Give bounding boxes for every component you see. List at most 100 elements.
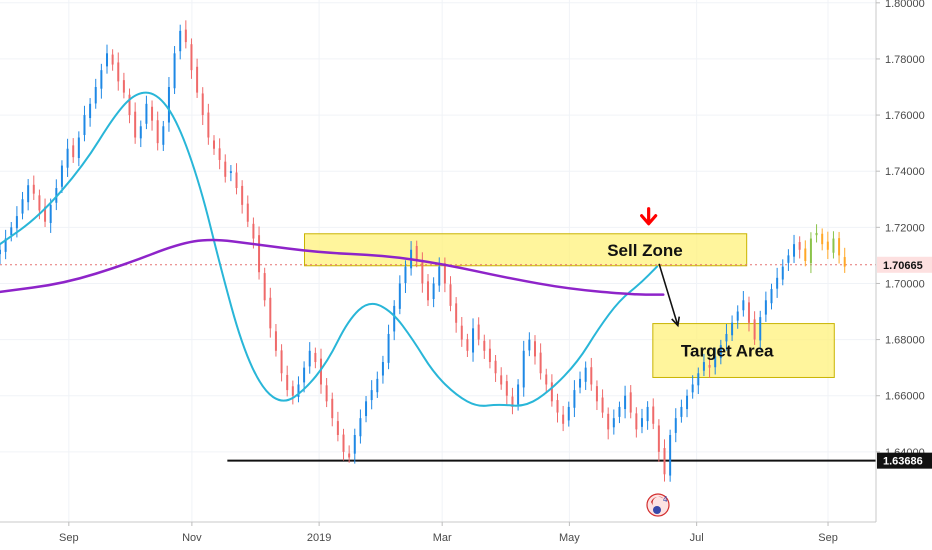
candle-body xyxy=(207,112,210,138)
candle-body xyxy=(618,406,621,417)
candle-body xyxy=(505,381,508,396)
candle-body xyxy=(590,367,593,385)
candle-body xyxy=(646,406,649,422)
candle-body xyxy=(635,413,638,430)
candle-body xyxy=(511,396,514,407)
candle-body xyxy=(562,414,565,424)
candle-body xyxy=(269,297,272,329)
candle-body xyxy=(702,362,705,371)
candle-body xyxy=(680,406,683,417)
candle-body xyxy=(764,300,767,315)
candle-body xyxy=(325,385,328,402)
candle-body xyxy=(742,300,745,311)
price-tick-label: 1.78000 xyxy=(885,54,925,66)
candle-body xyxy=(421,262,424,284)
sell-zone xyxy=(304,233,748,267)
candle-body xyxy=(229,171,232,174)
candle-body xyxy=(832,238,835,253)
candle-body xyxy=(595,386,598,402)
logo-dot-icon xyxy=(653,506,661,514)
current-price-tag xyxy=(877,256,932,273)
candle-body xyxy=(218,148,221,160)
candle-body xyxy=(156,120,159,144)
time-tick-label: May xyxy=(559,532,580,544)
candle-body xyxy=(381,362,384,376)
candle-body xyxy=(0,249,1,255)
candle-body xyxy=(387,333,390,363)
candle-body xyxy=(201,93,204,116)
candle-body xyxy=(652,406,655,424)
candle-body xyxy=(224,161,227,177)
candle-body xyxy=(94,87,97,104)
candle-body xyxy=(111,54,114,65)
candle-body xyxy=(10,227,13,236)
candle-body xyxy=(291,386,294,396)
price-tick-label: 1.80000 xyxy=(885,0,925,10)
candle-body xyxy=(798,242,801,250)
candle-body xyxy=(134,111,137,138)
candle-body xyxy=(404,266,407,284)
candle-body xyxy=(466,339,469,351)
candle-body xyxy=(438,266,441,286)
time-tick-label: Sep xyxy=(59,532,79,544)
time-tick-label: Mar xyxy=(433,532,452,544)
candle-body xyxy=(353,435,356,454)
current-price-tag-label: 1.70665 xyxy=(883,260,923,272)
logo-badge-icon: 4 xyxy=(663,495,668,504)
candle-body xyxy=(843,257,846,267)
time-axis[interactable]: Sep Nov 2019 Mar May Jul Sep xyxy=(59,522,838,544)
candle-body xyxy=(826,241,829,250)
candle-body xyxy=(145,103,148,124)
time-tick-label: Sep xyxy=(818,532,838,544)
price-tick-label: 1.74000 xyxy=(885,166,925,178)
candle-body xyxy=(49,204,52,223)
candle-body xyxy=(179,30,182,52)
candle-body xyxy=(66,148,69,168)
candle-body xyxy=(184,29,187,43)
candle-body xyxy=(336,421,339,435)
candle-body xyxy=(83,115,86,135)
candle-body xyxy=(274,331,277,351)
time-tick-label: Nov xyxy=(182,532,202,544)
candle-body xyxy=(550,382,553,402)
price-axis[interactable]: 1.80000 1.78000 1.76000 1.74000 1.72000 1.700… xyxy=(876,0,925,459)
candle-body xyxy=(303,367,306,383)
candle-body xyxy=(714,356,717,368)
candle-body xyxy=(731,322,734,336)
candle-body xyxy=(477,324,480,340)
candle-body xyxy=(770,289,773,304)
candle-body xyxy=(533,341,536,357)
candle-body xyxy=(759,317,762,341)
price-tick-label: 1.76000 xyxy=(885,110,925,122)
candle-body xyxy=(89,103,92,119)
candle-body xyxy=(246,203,249,222)
candle-body xyxy=(472,328,475,353)
candle-body xyxy=(500,375,503,385)
candle-body xyxy=(691,384,694,393)
candle-body xyxy=(719,345,722,359)
candle-body xyxy=(725,333,728,342)
candle-body xyxy=(657,425,660,452)
price-tick-label: 1.68000 xyxy=(885,335,925,347)
candle-body xyxy=(522,350,525,388)
candle-body xyxy=(686,395,689,410)
candle-body xyxy=(4,238,7,252)
candle-body xyxy=(776,277,779,289)
candle-body xyxy=(235,172,238,189)
candle-body xyxy=(173,53,176,89)
candle-body xyxy=(314,352,317,363)
candle-body xyxy=(640,418,643,427)
axes xyxy=(0,0,877,523)
candle-body xyxy=(415,245,418,261)
candle-body xyxy=(607,413,610,430)
candle-body xyxy=(258,235,261,273)
candle-body xyxy=(297,384,300,397)
candle-body xyxy=(443,263,446,284)
candle-body xyxy=(781,266,784,280)
candle-body xyxy=(821,233,824,245)
candle-body xyxy=(573,390,576,408)
candle-body xyxy=(815,232,818,236)
candle-body xyxy=(674,418,677,433)
